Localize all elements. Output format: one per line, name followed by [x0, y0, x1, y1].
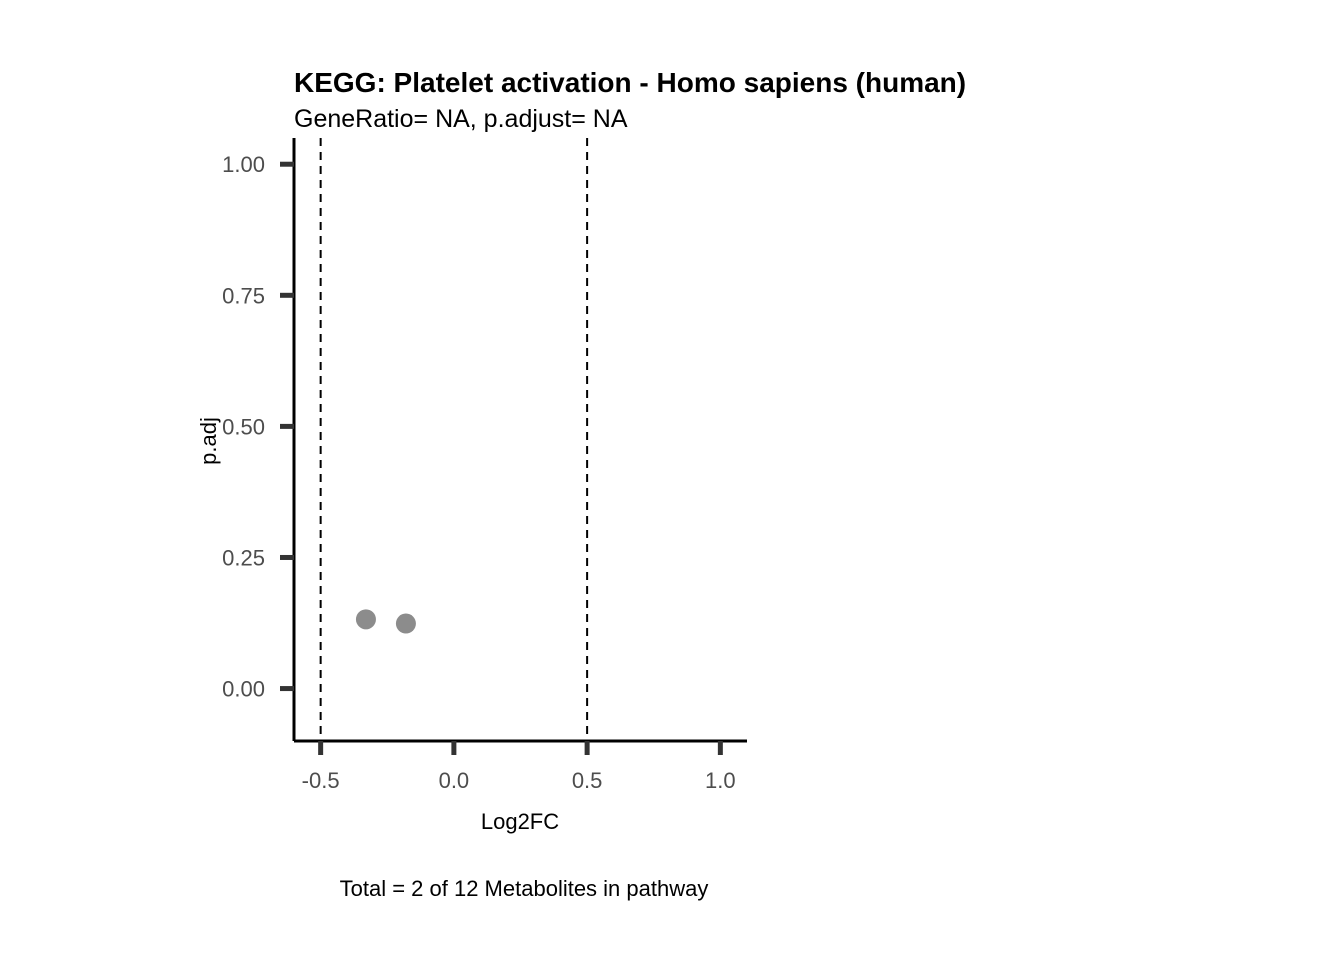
- chart-subtitle: GeneRatio= NA, p.adjust= NA: [294, 105, 628, 133]
- y-tick-label: 0.00: [222, 677, 265, 702]
- y-tick-label: 1.00: [222, 152, 265, 177]
- data-point: [395, 613, 416, 634]
- x-tick-label: 1.0: [705, 768, 736, 793]
- x-axis-title: Log2FC: [481, 809, 559, 834]
- x-tick-label: 0.5: [572, 768, 603, 793]
- y-tick-label: 0.25: [222, 545, 265, 570]
- x-tick-label: -0.5: [302, 768, 340, 793]
- y-tick-label: 0.50: [222, 414, 265, 439]
- y-axis-title: p.adj: [196, 417, 221, 465]
- threshold-lines: [319, 138, 589, 741]
- y-tick-label: 0.75: [222, 283, 265, 308]
- data-points: [355, 609, 416, 634]
- x-axis-ticks: -0.5 0.0 0.5 1.0: [302, 741, 736, 793]
- chart-caption: Total = 2 of 12 Metabolites in pathway: [340, 876, 709, 901]
- x-tick-label: 0.0: [439, 768, 470, 793]
- data-point: [355, 609, 376, 630]
- y-axis-ticks: 0.00 0.25 0.50 0.75 1.00: [222, 152, 294, 702]
- chart-title: KEGG: Platelet activation - Homo sapiens…: [294, 67, 966, 98]
